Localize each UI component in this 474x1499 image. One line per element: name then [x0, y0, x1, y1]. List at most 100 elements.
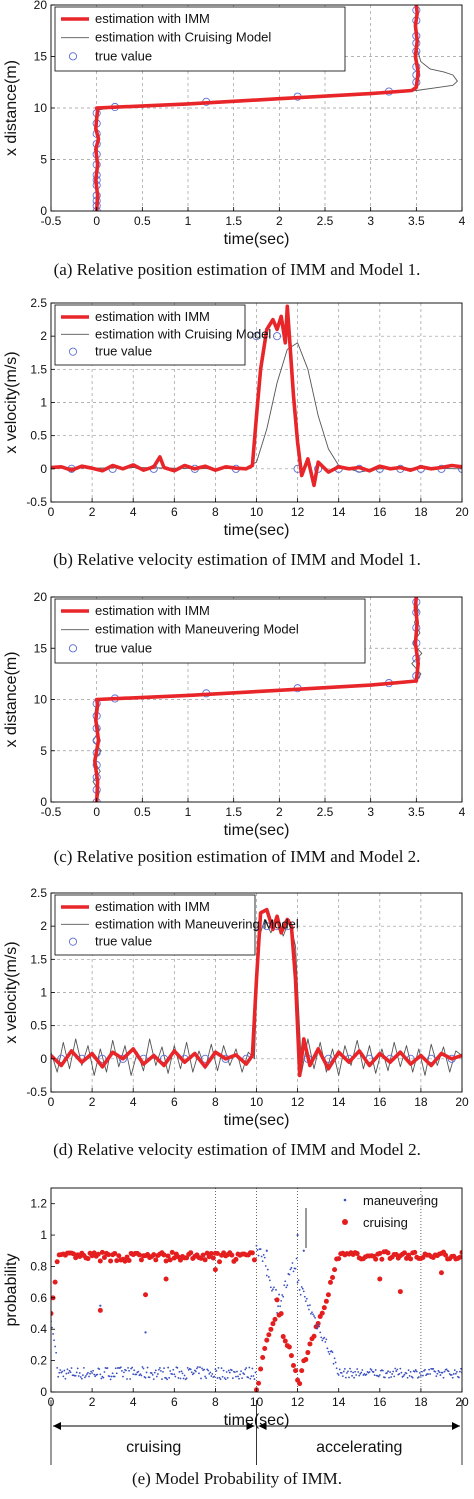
cruising-point: [136, 1252, 142, 1258]
maneuvering-point: [152, 1378, 155, 1381]
cruising-point: [114, 1258, 120, 1264]
cruising-point: [336, 1256, 342, 1262]
maneuvering-point: [226, 1376, 229, 1379]
maneuvering-point: [77, 1375, 80, 1377]
maneuvering-point: [447, 1370, 450, 1373]
x-tick-label: 2: [89, 1095, 96, 1109]
maneuvering-point: [103, 1371, 106, 1373]
cruising-point: [126, 1258, 132, 1264]
y-tick-label: 2: [40, 329, 47, 343]
x-tick-label: -0.5: [41, 214, 62, 228]
maneuvering-point: [74, 1374, 77, 1377]
phase-arrow-head: [246, 1422, 255, 1430]
cruising-point: [288, 1353, 294, 1359]
maneuvering-point: [294, 1267, 297, 1270]
maneuvering-point: [368, 1371, 371, 1373]
cruising-point: [408, 1256, 414, 1262]
x-tick-label: 6: [171, 1095, 178, 1109]
maneuvering-point: [407, 1369, 410, 1372]
maneuvering-point: [386, 1372, 388, 1374]
maneuvering-point: [389, 1371, 391, 1373]
maneuvering-point: [198, 1372, 200, 1375]
maneuvering-point: [391, 1373, 394, 1375]
maneuvering-point: [295, 1257, 298, 1260]
series-group: [92, 597, 423, 802]
maneuvering-point: [219, 1378, 222, 1381]
maneuvering-point: [460, 1367, 462, 1370]
cruising-point: [138, 1257, 144, 1263]
maneuvering-point: [337, 1374, 340, 1376]
cruising-point: [52, 1279, 58, 1285]
cruising-point: [397, 1289, 403, 1295]
maneuvering-point: [341, 1375, 344, 1378]
maneuvering-point: [411, 1376, 414, 1379]
legend-label: estimation with Cruising Model: [95, 326, 271, 341]
y-tick-label: 0.5: [30, 429, 47, 443]
maneuvering-point: [428, 1368, 431, 1371]
maneuvering-point: [338, 1368, 341, 1371]
maneuvering-point: [144, 1331, 147, 1334]
maneuvering-point: [331, 1351, 334, 1354]
maneuvering-point: [420, 1374, 422, 1377]
maneuvering-point: [148, 1376, 151, 1379]
x-tick-label: 1: [185, 214, 192, 228]
maneuvering-point: [260, 1255, 263, 1258]
x-tick-label: 10: [250, 505, 264, 519]
x-tick-label: 0.5: [134, 214, 151, 228]
maneuvering-point: [182, 1377, 185, 1380]
cruising-point: [377, 1250, 383, 1256]
y-tick-label: 0: [40, 1052, 47, 1066]
maneuvering-point: [381, 1369, 384, 1372]
y-tick-label: 0.6: [30, 1291, 47, 1305]
maneuvering-point: [425, 1374, 427, 1377]
maneuvering-point: [309, 1304, 311, 1307]
x-tick-label: 3.5: [408, 214, 425, 228]
x-tick-label: 4: [130, 1395, 137, 1409]
cruising-point: [167, 1257, 173, 1263]
maneuvering-point: [154, 1369, 157, 1372]
maneuvering-point: [384, 1376, 386, 1379]
maneuvering-point: [292, 1270, 295, 1273]
maneuvering-point: [282, 1295, 285, 1298]
cruising-point: [177, 1257, 183, 1263]
maneuvering-point: [64, 1377, 67, 1380]
cruising-point: [54, 1259, 60, 1265]
legend-label: estimation with IMM: [95, 603, 210, 618]
maneuvering-point: [227, 1369, 230, 1372]
phase-label-accelerating: accelerating: [316, 1439, 402, 1456]
maneuvering-point: [82, 1366, 85, 1369]
maneuvering-point: [269, 1286, 272, 1289]
maneuvering-point: [157, 1368, 160, 1371]
legend-marker-true-value: [68, 644, 78, 653]
legend-label: estimation with IMM: [95, 309, 210, 324]
maneuvering-point: [141, 1366, 144, 1368]
maneuvering-point: [213, 1375, 216, 1378]
cruising-point: [112, 1250, 118, 1256]
cruising-point: [307, 1341, 313, 1347]
maneuvering-point: [228, 1371, 231, 1374]
cruising-point: [217, 1259, 223, 1265]
maneuvering-point: [197, 1366, 199, 1368]
maneuvering-point: [168, 1376, 171, 1379]
maneuvering-point: [156, 1373, 159, 1375]
maneuvering-point: [91, 1372, 93, 1374]
cruising-point: [401, 1250, 407, 1256]
x-tick-label: 3.5: [408, 805, 425, 819]
maneuvering-point: [347, 1370, 349, 1373]
maneuvering-point: [75, 1371, 78, 1374]
cruising-point: [256, 1380, 262, 1386]
maneuvering-point: [99, 1373, 102, 1376]
cruising-point: [377, 1276, 383, 1282]
x-tick-label: 0: [48, 505, 55, 519]
y-tick-label: 20: [34, 0, 48, 12]
cruising-point: [286, 1344, 292, 1350]
cruising-point: [406, 1252, 412, 1258]
maneuvering-point: [332, 1362, 335, 1365]
x-tick-label: 1.5: [225, 214, 242, 228]
y-tick-label: 2.5: [30, 886, 47, 900]
maneuvering-point: [222, 1369, 225, 1372]
y-tick-label: 5: [40, 744, 47, 758]
y-tick-label: 1.5: [30, 362, 47, 376]
maneuvering-point: [284, 1280, 287, 1283]
maneuvering-point: [398, 1373, 401, 1375]
